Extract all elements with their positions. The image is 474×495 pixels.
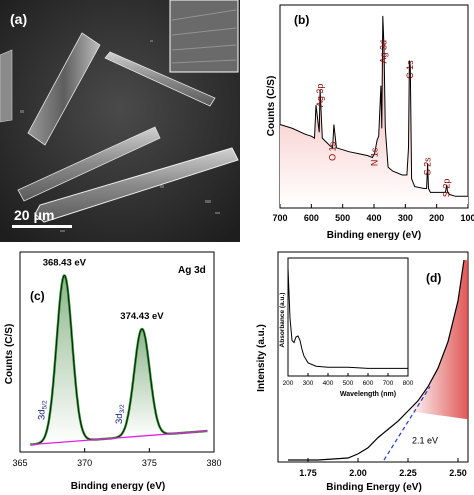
x-tick-label: 2.50 (449, 468, 467, 478)
x-axis-title: Binding Energy (eV) (326, 482, 422, 493)
chart-title: Ag 3d (178, 265, 206, 276)
y-axis-title: Intensity (a.u.) (256, 324, 267, 392)
tauc-line (288, 260, 465, 461)
microrod (0, 49, 13, 123)
inset-x-tick-label: 200 (283, 380, 294, 387)
microrod (104, 51, 216, 107)
component-label: 3d5/2 (36, 400, 48, 420)
inset-frame (287, 257, 409, 377)
inset-x-tick-label: 700 (383, 380, 394, 387)
peak-label: O 1s (328, 141, 338, 161)
peak-value-label: 374.43 eV (120, 311, 164, 322)
component-label: 3d3/2 (114, 404, 126, 424)
x-tick-label: 380 (206, 458, 221, 468)
inset-x-tick-label: 400 (323, 380, 334, 387)
uvvis-line (287, 267, 408, 369)
inset-x-tick-label: 300 (303, 380, 314, 387)
x-tick-label: 600 (304, 213, 319, 223)
inset-x-tick-label: 800 (403, 380, 414, 387)
microrod (27, 32, 101, 146)
x-axis-title: Binding energy (eV) (71, 481, 165, 492)
x-tick-label: 200 (429, 213, 444, 223)
x-tick-label: 375 (142, 458, 157, 468)
x-tick-label: 1.75 (299, 468, 317, 478)
x-tick-label: 500 (335, 213, 350, 223)
microrod (17, 126, 161, 202)
baseline (30, 430, 208, 446)
bandgap-annotation: 2.1 eV (412, 436, 438, 446)
absorption-fill (408, 260, 468, 420)
inset-x-axis-title: Wavelength (nm) (340, 391, 396, 398)
peak-label: S 2p (442, 179, 452, 198)
xps-survey-chart: 700 600 500 400 300 200 100 Ag 3p O 1s N 1s Ag 3d… (266, 4, 474, 241)
x-tick-label: 400 (366, 213, 381, 223)
inset-x-tick-label: 600 (363, 380, 374, 387)
sem-image-panel: (a) 20 μm (0, 0, 240, 242)
x-axis-title: Binding energy (eV) (327, 230, 421, 241)
panel-label: (b) (294, 13, 309, 27)
peak-label: Ag 3p (315, 84, 325, 108)
survey-line (279, 15, 468, 197)
x-tick-label: 2.00 (349, 468, 367, 478)
survey-fill (280, 15, 468, 207)
x-tick-label: 100 (460, 213, 474, 223)
x-tick-label: 2.25 (399, 468, 417, 478)
inset-x-tick-label: 500 (343, 380, 354, 387)
peak-label: N 1s (370, 147, 380, 166)
peak-label: Ag 3d (378, 40, 388, 64)
scale-bar (12, 225, 72, 228)
peak-label: S 2s (423, 157, 433, 176)
tangent-line (383, 386, 431, 461)
panel-label: (d) (426, 271, 441, 285)
y-axis-title: Counts (C/S) (266, 76, 277, 137)
tauc-plot-chart: 2.1 eV 1.75 2.00 2.25 2.50 200 300 400 500 600 7… (256, 251, 469, 493)
panel-label: (c) (30, 289, 45, 303)
x-tick-label: 300 (398, 213, 413, 223)
peak-label: C 1s (405, 60, 415, 79)
microrod (34, 147, 239, 223)
x-tick-label: 700 (272, 213, 287, 223)
ag3d-chart: 365 370 375 380 368.43 eV 3d5/2 374.43 eV 3d3/… (4, 251, 222, 492)
peak-fill (118, 328, 166, 438)
x-tick-label: 370 (77, 458, 92, 468)
peak-fill (41, 275, 88, 444)
peak-value-label: 368.43 eV (43, 257, 87, 268)
y-axis-title: Counts (C/S) (4, 324, 15, 385)
x-tick-label: 365 (12, 458, 27, 468)
panel-label: (a) (10, 11, 27, 27)
scale-bar-label: 20 μm (14, 207, 54, 223)
inset-y-axis-title: Absorbance (a.u.) (279, 293, 286, 348)
